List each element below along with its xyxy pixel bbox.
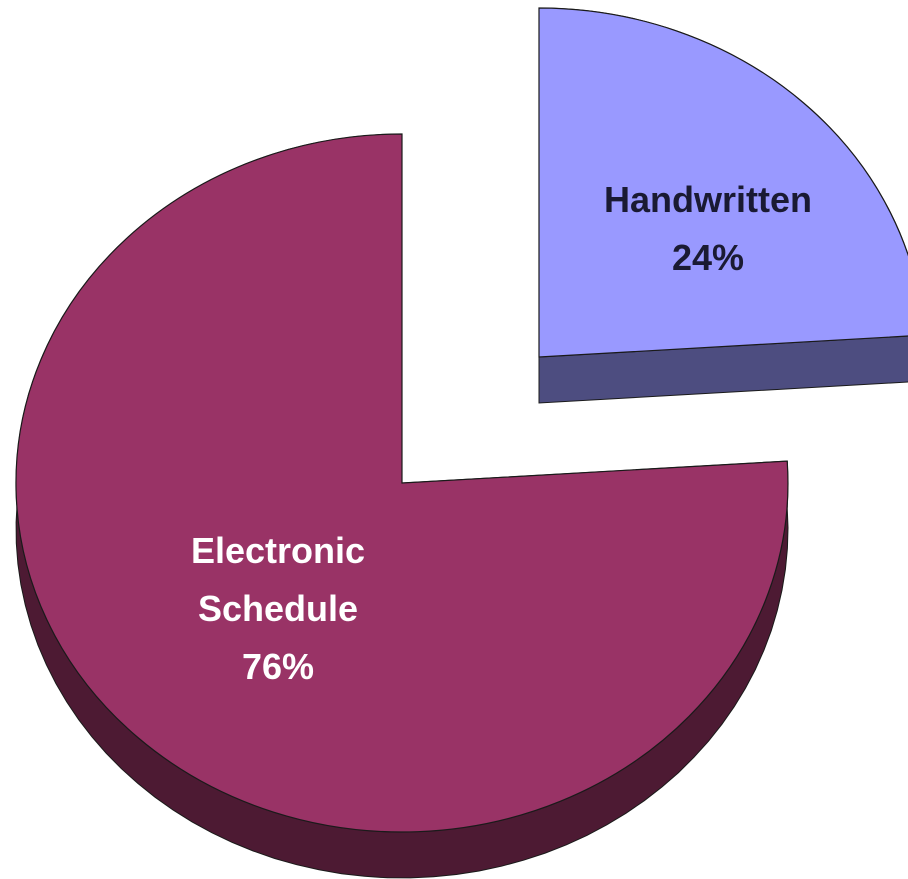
slice-label-handwritten-line-0: Handwritten: [604, 179, 812, 220]
slice-handwritten: [538, 7, 908, 358]
slice-tops: [15, 7, 908, 833]
slice-percent-electronic-schedule: 76%: [242, 646, 314, 687]
slice-labels: Handwritten 24% Electronic Schedule 76%: [191, 179, 812, 687]
slice-label-electronic-schedule-line-0: Electronic: [191, 530, 365, 571]
slice-percent-handwritten: 24%: [672, 237, 744, 278]
slice-label-electronic-schedule-line-1: Schedule: [198, 588, 358, 629]
slice-electronic-schedule: [15, 133, 789, 833]
